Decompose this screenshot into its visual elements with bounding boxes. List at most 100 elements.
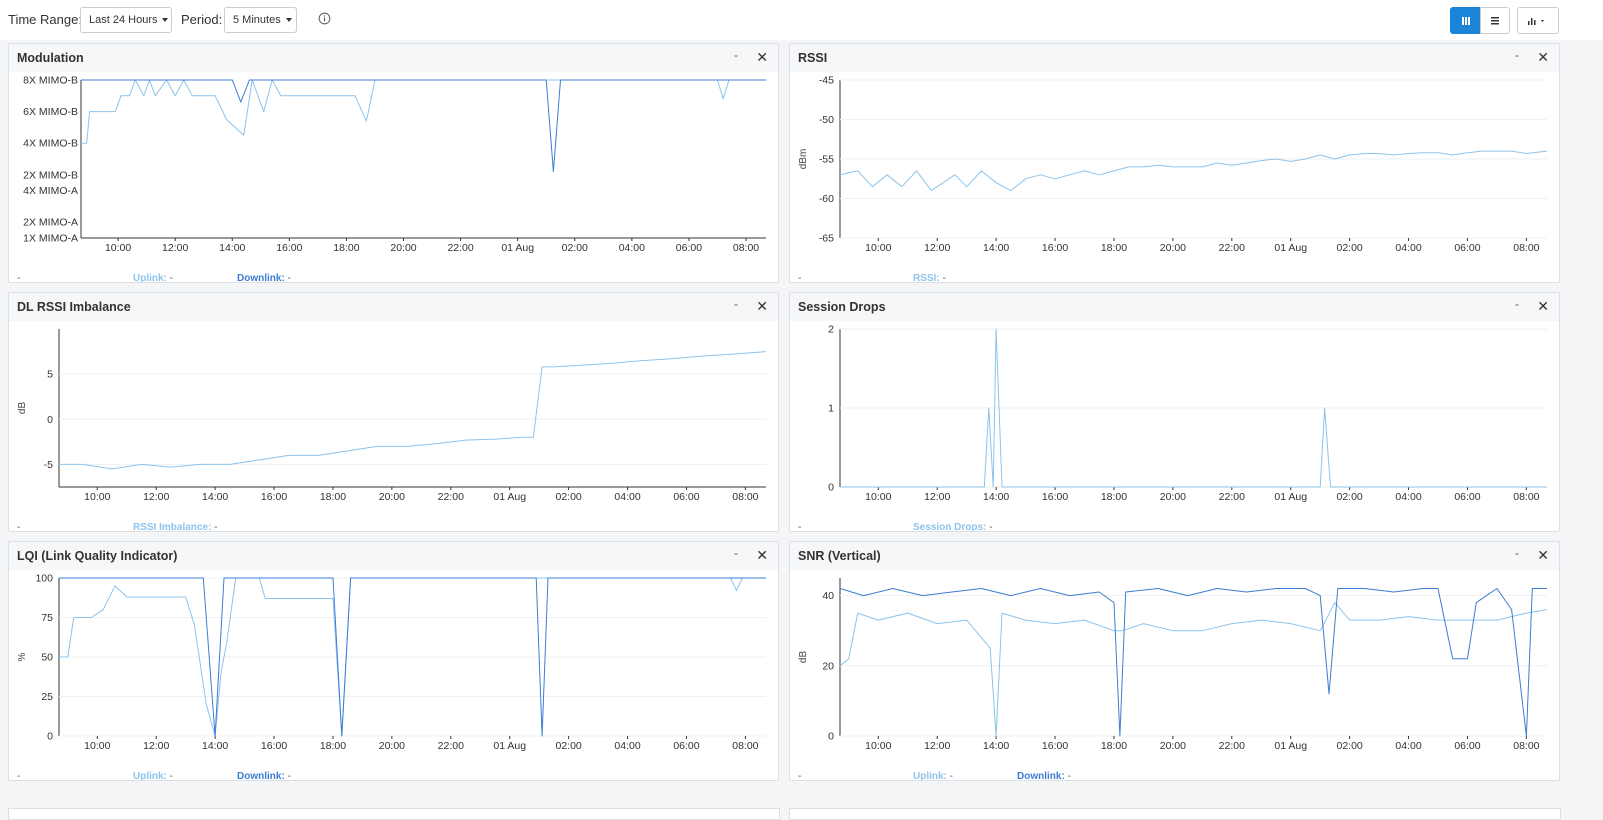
minimize-icon[interactable]: - — [1515, 297, 1519, 311]
legend-item: Downlink: - — [237, 273, 291, 283]
x-tick-label: 02:00 — [1336, 491, 1362, 503]
x-tick-label: 02:00 — [1336, 740, 1362, 752]
panel-header: LQI (Link Quality Indicator) - ✕ — [9, 542, 778, 570]
x-tick-label: 18:00 — [1101, 491, 1127, 503]
x-tick-label: 12:00 — [924, 491, 950, 503]
x-tick-label: 10:00 — [865, 242, 891, 254]
x-tick-label: 20:00 — [1160, 491, 1186, 503]
info-circle-icon[interactable] — [318, 12, 331, 25]
close-icon[interactable]: ✕ — [756, 298, 768, 314]
y-axis-label: dBm — [798, 149, 809, 170]
y-tick-label: 50 — [41, 652, 53, 664]
x-tick-label: 16:00 — [261, 740, 287, 752]
close-icon[interactable]: ✕ — [756, 49, 768, 65]
chart-options-dropdown[interactable] — [1517, 7, 1559, 34]
panel-title: LQI (Link Quality Indicator) — [17, 549, 178, 563]
x-tick-label: 14:00 — [219, 242, 245, 254]
panel-title: Modulation — [17, 51, 84, 65]
x-tick-label: 16:00 — [1042, 242, 1068, 254]
legend-item: Session Drops: - — [913, 522, 992, 532]
footer-dash: - — [17, 771, 21, 781]
close-icon[interactable]: ✕ — [1537, 49, 1549, 65]
y-tick-label: 20 — [822, 660, 834, 672]
y-tick-label: 1 — [828, 403, 834, 415]
close-icon[interactable]: ✕ — [1537, 547, 1549, 563]
legend-value: - — [287, 771, 291, 781]
minimize-icon[interactable]: - — [734, 48, 738, 62]
series-line-downlink — [81, 79, 766, 173]
legend-name: Uplink: — [913, 771, 947, 781]
panel-header: Modulation - ✕ — [9, 44, 778, 72]
legend-value: - — [942, 273, 946, 283]
chart-plot: 2 1 0 10:00 12:00 14:00 16:00 18:00 20:00 22:00 01… — [828, 324, 1547, 503]
legend-value: - — [169, 273, 174, 283]
y-tick-label: 4X MIMO-A — [23, 185, 78, 197]
x-tick-label: 16:00 — [261, 491, 287, 503]
y-axis-label: % — [17, 652, 28, 661]
y-tick-label: 2X MIMO-B — [23, 169, 78, 181]
x-tick-label: 14:00 — [983, 740, 1009, 752]
footer-dash: - — [798, 771, 802, 781]
time-range-dropdown[interactable]: Last 24 Hours — [80, 7, 172, 33]
x-tick-label: 01 Aug — [1274, 740, 1307, 752]
legend-item: Uplink: - — [133, 273, 174, 283]
minimize-icon[interactable]: - — [734, 546, 738, 560]
legend-name: Session Drops: — [913, 522, 987, 532]
x-tick-label: 18:00 — [320, 740, 346, 752]
close-icon[interactable]: ✕ — [1537, 298, 1549, 314]
x-tick-label: 04:00 — [614, 491, 640, 503]
grid-view-button[interactable] — [1450, 7, 1481, 34]
footer-dash: - — [798, 273, 802, 283]
x-tick-label: 12:00 — [143, 491, 169, 503]
series-line-rssi-imbalance — [59, 351, 767, 470]
close-icon[interactable]: ✕ — [756, 547, 768, 563]
y-tick-label: 6X MIMO-B — [23, 106, 78, 118]
minimize-icon[interactable]: - — [1515, 48, 1519, 62]
x-tick-label: 10:00 — [865, 491, 891, 503]
y-tick-label: -55 — [819, 154, 834, 166]
chart-panel: Modulation - ✕ 1X MIMO-A 2X MIMO-A 4X MIMO-A 2… — [8, 43, 779, 283]
y-tick-label: -50 — [819, 114, 834, 126]
y-tick-label: 2X MIMO-A — [23, 217, 78, 229]
next-panel-stub — [789, 808, 1561, 820]
x-tick-label: 04:00 — [614, 740, 640, 752]
grid-view-icon — [1461, 17, 1470, 25]
x-tick-label: 20:00 — [379, 740, 405, 752]
x-tick-label: 14:00 — [983, 491, 1009, 503]
y-tick-label: 8X MIMO-B — [23, 75, 78, 87]
chart-plot: 5 0 -5 dB 10:00 12:00 14:00 16:00 18:00 20:00 22:0… — [17, 329, 767, 503]
panel-header: SNR (Vertical) - ✕ — [790, 542, 1559, 570]
x-tick-label: 22:00 — [1219, 491, 1245, 503]
panel-title: DL RSSI Imbalance — [17, 300, 131, 314]
legend-value: - — [949, 771, 954, 781]
time-range-value: Last 24 Hours — [89, 14, 158, 26]
x-tick-label: 20:00 — [379, 491, 405, 503]
x-tick-label: 22:00 — [447, 242, 473, 254]
list-view-button[interactable] — [1480, 7, 1510, 34]
x-tick-label: 20:00 — [1160, 242, 1186, 254]
x-tick-label: 04:00 — [1395, 491, 1421, 503]
x-tick-label: 01 Aug — [493, 740, 526, 752]
legend-item: Uplink: - — [913, 771, 954, 781]
minimize-icon[interactable]: - — [734, 297, 738, 311]
x-tick-label: 02:00 — [555, 491, 581, 503]
x-tick-label: 18:00 — [320, 491, 346, 503]
x-tick-label: 18:00 — [333, 242, 359, 254]
x-tick-label: 10:00 — [105, 242, 131, 254]
chart-plot: 100 75 50 25 0% 10:00 12:00 14:00 16:00 18:00 20:0… — [17, 573, 766, 752]
x-tick-label: 02:00 — [555, 740, 581, 752]
legend-value: - — [287, 273, 291, 283]
y-tick-label: -60 — [819, 193, 834, 205]
y-tick-label: 0 — [47, 414, 53, 426]
y-axis-label: dB — [798, 651, 809, 664]
series-line-downlink — [59, 577, 766, 737]
period-value: 5 Minutes — [233, 14, 281, 26]
series-line-uplink — [59, 577, 766, 737]
period-dropdown[interactable]: 5 Minutes — [224, 7, 297, 33]
legend-name: Downlink: — [237, 771, 285, 781]
minimize-icon[interactable]: - — [1515, 546, 1519, 560]
chart-panel: DL RSSI Imbalance - ✕ 5 0 -5 dB 10:00 12:00 14:00… — [8, 292, 779, 532]
x-tick-label: 22:00 — [438, 740, 464, 752]
x-tick-label: 22:00 — [1219, 242, 1245, 254]
y-tick-label: 40 — [822, 590, 834, 602]
